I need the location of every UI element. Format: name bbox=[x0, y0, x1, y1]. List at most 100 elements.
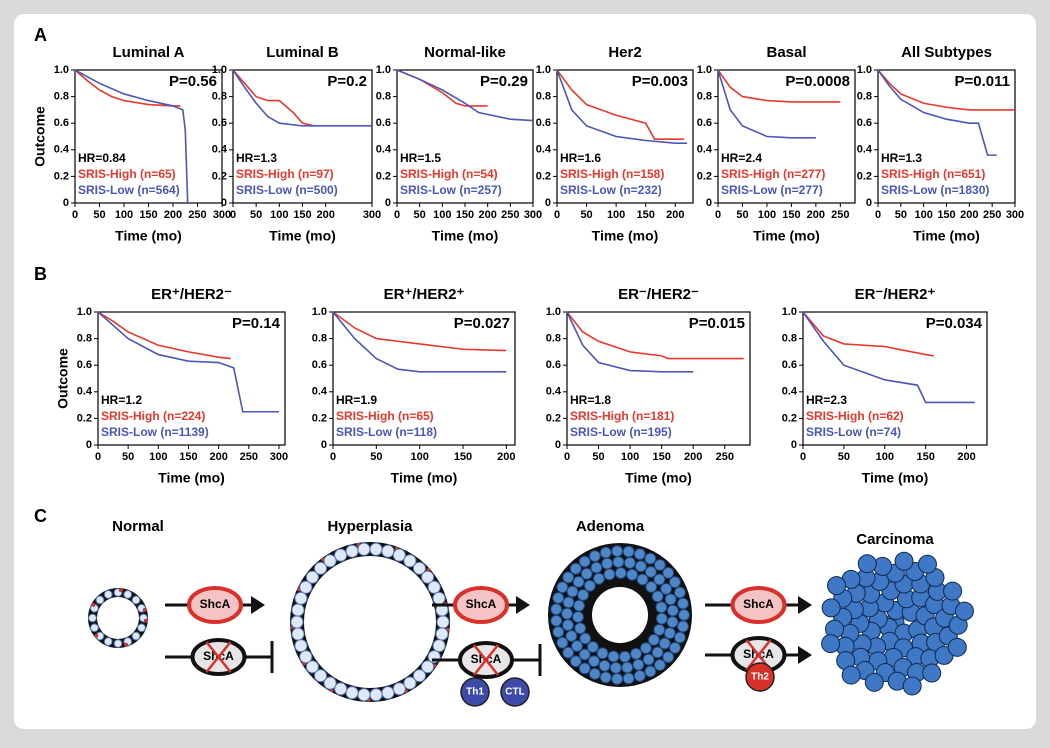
cell bbox=[334, 548, 348, 562]
panel-label: B bbox=[34, 264, 47, 284]
cell bbox=[113, 639, 123, 648]
y-tick-label: 0.8 bbox=[77, 333, 92, 345]
chart-title: ER⁻/HER2⁺ bbox=[855, 286, 936, 303]
panel-label: A bbox=[34, 25, 47, 45]
cell bbox=[607, 650, 620, 663]
cell bbox=[609, 661, 622, 674]
y-tick-label: 1.0 bbox=[782, 306, 797, 318]
x-tick-label: 100 bbox=[758, 209, 776, 221]
plot-frame bbox=[717, 69, 856, 204]
y-axis-label: Outcome bbox=[55, 348, 71, 409]
cell bbox=[678, 609, 690, 621]
survival-curve bbox=[332, 311, 507, 352]
cell bbox=[561, 607, 574, 620]
stroma bbox=[91, 602, 96, 607]
x-tick-label: 0 bbox=[95, 451, 101, 463]
cell bbox=[103, 637, 113, 646]
x-axis-label: Time (mo) bbox=[913, 228, 980, 244]
cross bbox=[473, 644, 499, 676]
immune-cell-label: CTL bbox=[505, 687, 524, 698]
x-tick-label: 150 bbox=[293, 209, 311, 221]
survival-curve bbox=[332, 311, 507, 373]
cell bbox=[88, 613, 97, 623]
y-tick-label: 0.6 bbox=[546, 359, 561, 371]
x-tick-label: 100 bbox=[149, 451, 167, 463]
p-value: P=0.027 bbox=[454, 315, 510, 332]
x-tick-label: 100 bbox=[607, 209, 625, 221]
panel-label: C bbox=[34, 506, 47, 526]
p-value: P=0.56 bbox=[169, 73, 217, 90]
cell bbox=[123, 590, 133, 599]
survival-curve bbox=[97, 311, 231, 360]
y-tick-label: 1.0 bbox=[376, 64, 391, 76]
cell bbox=[588, 550, 601, 563]
legend-entry: SRIS-High (n=54) bbox=[400, 167, 498, 181]
y-tick-label: 0.6 bbox=[77, 359, 92, 371]
cell bbox=[90, 623, 99, 633]
x-tick-label: 100 bbox=[914, 209, 932, 221]
x-tick-label: 0 bbox=[875, 209, 881, 221]
legend-entry: SRIS-Low (n=500) bbox=[236, 183, 338, 197]
plot-frame bbox=[802, 311, 988, 446]
y-tick-label: 0.2 bbox=[697, 170, 712, 182]
cell bbox=[663, 627, 676, 640]
arrow-head bbox=[516, 596, 530, 614]
x-tick-label: 50 bbox=[414, 209, 426, 221]
cell bbox=[653, 659, 666, 672]
cell bbox=[392, 682, 406, 696]
tumor-cell bbox=[857, 554, 877, 574]
cell bbox=[566, 585, 579, 598]
cell bbox=[633, 548, 646, 561]
cell bbox=[299, 580, 313, 594]
cell bbox=[323, 554, 337, 568]
cell bbox=[313, 561, 328, 575]
p-value: P=0.003 bbox=[632, 73, 688, 90]
cell bbox=[345, 686, 359, 700]
chart-title: Normal-like bbox=[424, 44, 506, 61]
cell bbox=[651, 646, 664, 659]
x-tick-label: 250 bbox=[501, 209, 519, 221]
cell bbox=[579, 632, 592, 645]
tumor-cell bbox=[902, 676, 922, 696]
legend-entry: SRIS-High (n=651) bbox=[881, 167, 985, 181]
cell bbox=[345, 544, 359, 558]
tumor-cell bbox=[827, 576, 847, 596]
y-tick-label: 0.4 bbox=[857, 144, 873, 156]
survival-curve bbox=[556, 69, 688, 144]
y-tick-label: 0.2 bbox=[54, 170, 69, 182]
arrow-head bbox=[798, 646, 812, 664]
x-tick-label: 0 bbox=[72, 209, 78, 221]
cell bbox=[658, 637, 671, 650]
x-tick-label: 200 bbox=[478, 209, 496, 221]
cell bbox=[299, 650, 313, 664]
y-tick-label: 0 bbox=[86, 439, 92, 451]
y-tick-label: 0.4 bbox=[536, 144, 552, 156]
immune-cell bbox=[745, 662, 775, 692]
shca-label: ShcA bbox=[743, 597, 774, 611]
lumen bbox=[592, 587, 648, 643]
stage-label: Carcinoma bbox=[856, 531, 934, 548]
tumor-cell bbox=[864, 672, 884, 692]
y-tick-label: 0 bbox=[866, 197, 872, 209]
cell bbox=[294, 639, 308, 653]
y-tick-label: 0.2 bbox=[212, 170, 227, 182]
y-tick-label: 0.8 bbox=[536, 91, 551, 103]
cell bbox=[653, 623, 666, 636]
cell bbox=[569, 562, 582, 575]
cell bbox=[435, 627, 449, 641]
cell bbox=[662, 566, 675, 579]
cell bbox=[601, 557, 614, 570]
cell bbox=[668, 576, 681, 589]
cell bbox=[599, 671, 612, 684]
x-axis-label: Time (mo) bbox=[625, 470, 692, 486]
tumor-cell bbox=[821, 598, 841, 618]
survival-curve bbox=[396, 69, 534, 122]
cell bbox=[655, 612, 668, 625]
cell bbox=[611, 672, 624, 685]
tumor-cell bbox=[894, 551, 914, 571]
shca-label: ShcA bbox=[466, 597, 497, 611]
cell bbox=[313, 669, 328, 683]
y-tick-label: 0.2 bbox=[77, 412, 92, 424]
x-tick-label: 200 bbox=[684, 451, 702, 463]
